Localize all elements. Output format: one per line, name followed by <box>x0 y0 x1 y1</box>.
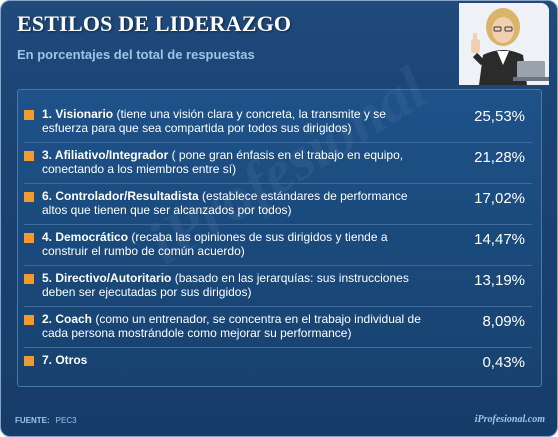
source-label: FUENTE: <box>15 416 50 425</box>
percentage-value: 25,53% <box>474 108 525 125</box>
source-value: PEC3 <box>55 416 77 425</box>
percentage-value: 8,09% <box>482 313 525 330</box>
orange-square-icon <box>24 356 34 366</box>
row-divider <box>24 183 532 184</box>
row-divider <box>24 347 532 348</box>
row-label: 3. Afiliativo/Integrador ( pone gran énf… <box>42 148 432 176</box>
source-note: FUENTE: PEC3 <box>15 416 77 425</box>
percentage-value: 13,19% <box>474 272 525 289</box>
style-description: (como un entrenador, se concentra en el … <box>42 312 421 340</box>
style-description: (establece estándares de performance alt… <box>42 189 408 217</box>
results-panel <box>17 89 542 387</box>
percentage-value: 17,02% <box>474 190 525 207</box>
style-name: 1. Visionario <box>42 107 114 121</box>
row-label: 5. Directivo/Autoritario (basado en las … <box>42 271 432 299</box>
orange-square-icon <box>24 151 34 161</box>
businesswoman-photo <box>459 3 549 85</box>
brand-logo-text[interactable]: iProfesional.com <box>474 414 545 425</box>
style-name: 3. Afiliativo/Integrador <box>42 148 169 162</box>
orange-square-icon <box>24 274 34 284</box>
row-divider <box>24 224 532 225</box>
row-label: 6. Controlador/Resultadista (establece e… <box>42 189 432 217</box>
style-name: 6. Controlador/Resultadista <box>42 189 199 203</box>
percentage-value: 0,43% <box>482 354 525 371</box>
style-name: 4. Democrático <box>42 230 129 244</box>
style-description: ( pone gran énfasis en el trabajo en equ… <box>42 148 404 176</box>
percentage-value: 14,47% <box>474 231 525 248</box>
row-label: 4. Democrático (recaba las opiniones de … <box>42 230 432 258</box>
row-label: 2. Coach (como un entrenador, se concent… <box>42 312 432 340</box>
orange-square-icon <box>24 315 34 325</box>
chart-title: ESTILOS DE LIDERAZGO <box>17 11 292 36</box>
style-description: (tiene una visión clara y concreta, la t… <box>42 107 386 135</box>
row-label: 1. Visionario (tiene una visión clara y … <box>42 107 432 135</box>
row-divider <box>24 265 532 266</box>
row-divider <box>24 142 532 143</box>
row-divider <box>24 306 532 307</box>
orange-square-icon <box>24 110 34 120</box>
style-name: 7. Otros <box>42 353 88 367</box>
percentage-value: 21,28% <box>474 149 525 166</box>
style-description: (recaba las opiniones de sus dirigidos y… <box>42 230 388 258</box>
style-name: 2. Coach <box>42 312 93 326</box>
orange-square-icon <box>24 192 34 202</box>
businesswoman-illustration <box>459 3 549 85</box>
style-description: (basado en las jerarquías: sus instrucci… <box>42 271 409 299</box>
row-label: 7. Otros <box>42 353 432 367</box>
chart-subtitle: En porcentajes del total de respuestas <box>17 47 255 62</box>
style-name: 5. Directivo/Autoritario <box>42 271 172 285</box>
orange-square-icon <box>24 233 34 243</box>
